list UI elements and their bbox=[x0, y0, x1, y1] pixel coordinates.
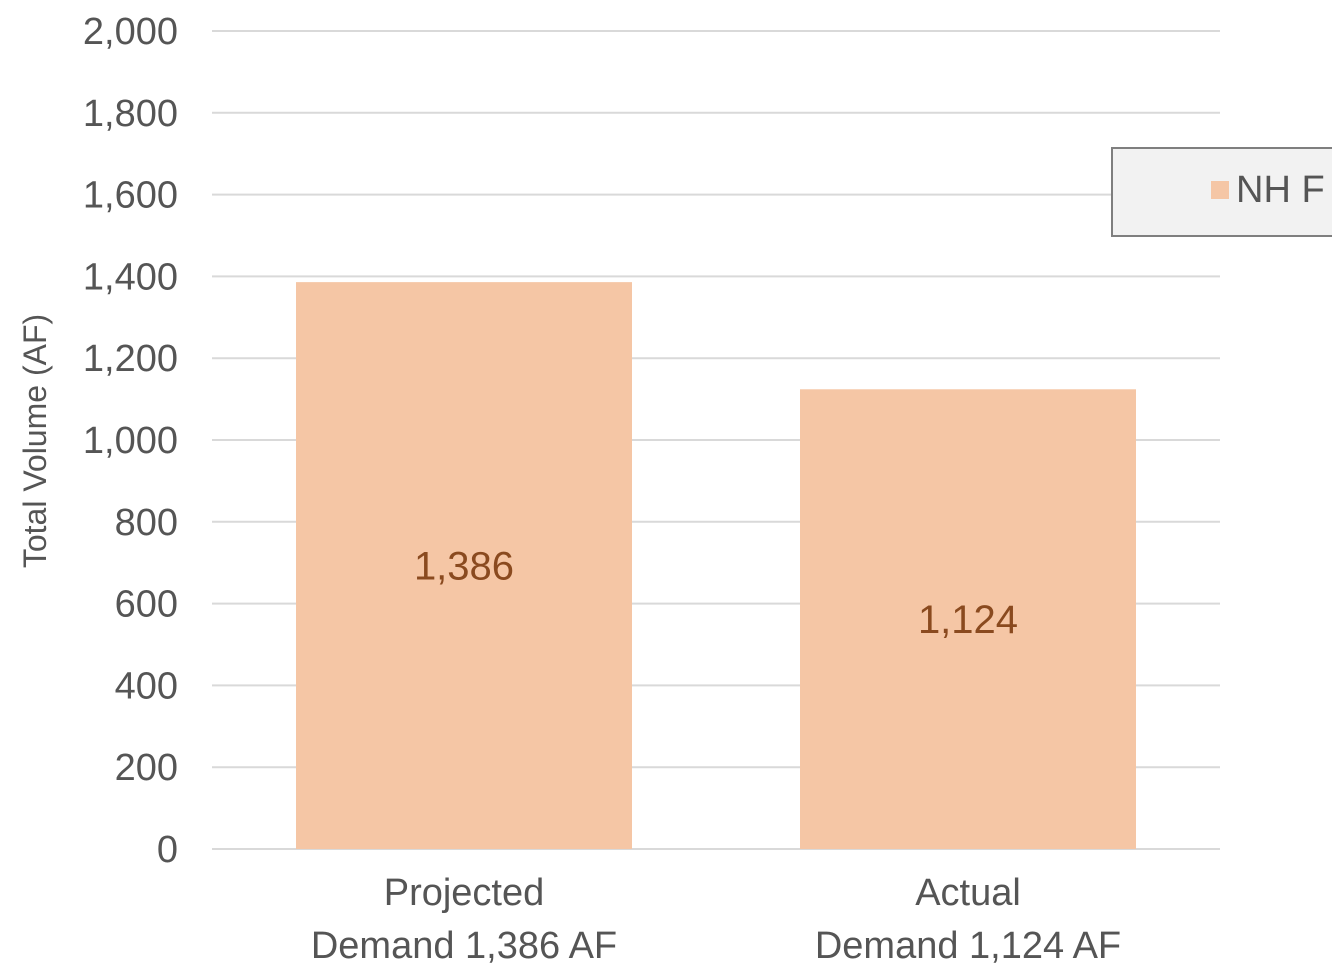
y-tick-label: 1,400 bbox=[83, 256, 178, 298]
bar-data-label: 1,386 bbox=[414, 545, 514, 589]
y-tick-label: 1,800 bbox=[83, 93, 178, 135]
y-tick-label: 200 bbox=[115, 747, 178, 789]
x-category-label: Demand 1,386 AF bbox=[311, 925, 617, 967]
x-category-label: Demand 1,124 AF bbox=[815, 925, 1121, 967]
bars bbox=[296, 282, 1136, 850]
bar bbox=[800, 389, 1136, 849]
legend-label: NH F bbox=[1236, 169, 1325, 211]
bar-data-label: 1,124 bbox=[918, 598, 1018, 642]
x-category-label: Actual bbox=[915, 872, 1021, 914]
y-tick-label: 1,200 bbox=[83, 338, 178, 380]
data-labels: 1,386 1,124 bbox=[414, 545, 1018, 643]
y-axis-tick-labels: 0 200 400 600 800 1,000 1,200 1,400 1,600 1,800 2,… bbox=[83, 11, 178, 871]
y-tick-label: 1,600 bbox=[83, 175, 178, 217]
legend: NH F bbox=[1111, 147, 1332, 237]
legend-swatch bbox=[1211, 181, 1229, 199]
y-tick-label: 2,000 bbox=[83, 11, 178, 53]
x-axis-category-labels: Projected Demand 1,386 AF Actual Demand 1,1… bbox=[311, 872, 1121, 967]
y-axis-title: Total Volume (AF) bbox=[17, 314, 53, 568]
y-tick-label: 1,000 bbox=[83, 420, 178, 462]
y-tick-label: 0 bbox=[157, 829, 178, 871]
y-tick-label: 800 bbox=[115, 502, 178, 544]
y-tick-label: 400 bbox=[115, 665, 178, 707]
y-tick-label: 600 bbox=[115, 584, 178, 626]
bar bbox=[296, 282, 632, 850]
x-category-label: Projected bbox=[384, 872, 545, 914]
